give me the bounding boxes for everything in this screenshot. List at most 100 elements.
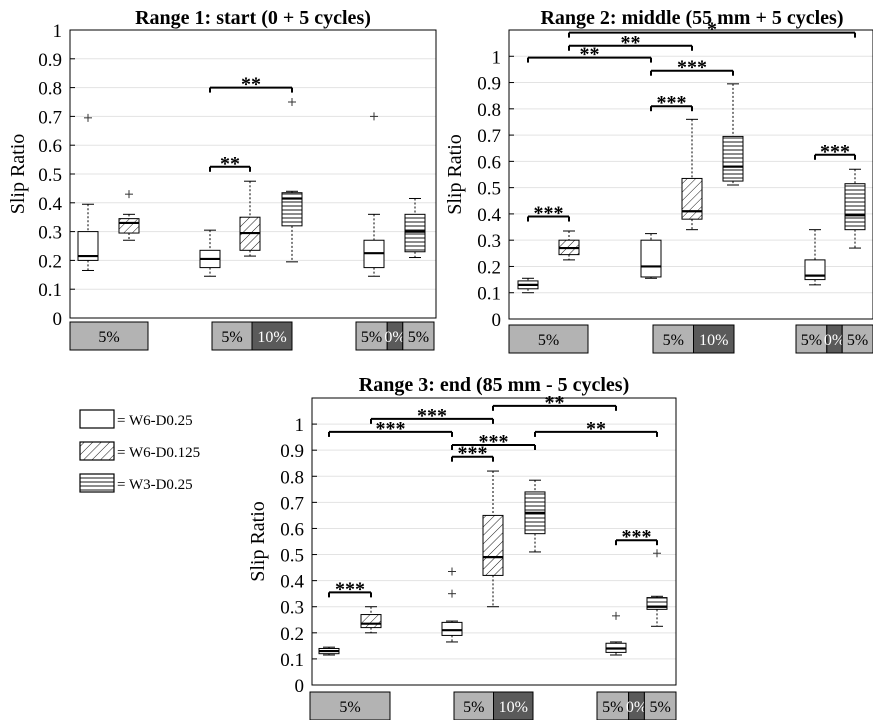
y-tick-label: 0.5: [38, 165, 62, 186]
legend-item: = W6-D0.25: [79, 409, 193, 429]
label-cell: [652, 324, 694, 354]
box-group: [605, 549, 668, 656]
legend-label: = W6-D0.125: [117, 445, 200, 461]
box-group: [804, 168, 866, 286]
box-body: [281, 192, 303, 227]
legend: = W6-D0.25 = W6-D0.125 = W3-D0.25: [79, 409, 200, 493]
box-body: [646, 597, 668, 610]
significance-label: ***: [622, 526, 652, 548]
box-body: [482, 514, 504, 576]
label-cell: [309, 691, 391, 721]
significance-label: ***: [479, 431, 509, 453]
significance-label: **: [580, 44, 600, 66]
y-axis-label: Slip Ratio: [247, 501, 269, 582]
significance-bracket: ***: [451, 431, 536, 453]
label-cell-text: 0%: [824, 332, 845, 349]
significance-bracket: **: [527, 44, 652, 66]
box-body: [722, 135, 744, 182]
significance-bracket: ***: [650, 92, 693, 114]
y-tick-label: 1: [295, 415, 305, 436]
label-cell: [211, 321, 253, 351]
label-cell-text: 5%: [538, 332, 559, 349]
outlier-marker: [653, 549, 661, 558]
significance-bracket: ***: [328, 578, 372, 600]
group-label: 5%: [508, 324, 589, 354]
box-w3-d025: [646, 549, 668, 627]
significance-label: ***: [417, 405, 447, 427]
box-w6-d025: [605, 611, 627, 656]
label-cell-text: 0%: [384, 329, 405, 346]
y-tick-label: 0.2: [38, 251, 62, 272]
group-label: 5% 0% 5%: [355, 321, 435, 351]
label-cell-text: 5%: [650, 699, 671, 716]
y-tick-label: 0.4: [477, 205, 501, 226]
label-cell-text: 5%: [408, 329, 429, 346]
y-tick-label: 0: [295, 676, 305, 697]
label-cell-text: 10%: [499, 699, 528, 716]
box-w6-d025: [517, 277, 539, 294]
significance-bracket: **: [209, 153, 251, 175]
y-tick-label: 0.3: [477, 231, 501, 252]
y-tick-label: 0.3: [280, 598, 304, 619]
label-cell: [643, 691, 677, 721]
y-tick-label: 0.7: [477, 126, 501, 147]
significance-label: **: [220, 153, 240, 175]
label-cell-text: 5%: [663, 332, 684, 349]
label-cell: [795, 324, 828, 354]
legend-item: = W6-D0.125: [79, 441, 200, 461]
y-tick-label: 0.6: [477, 152, 501, 173]
significance-bracket: **: [534, 418, 658, 440]
chart-panel-1: 0 0.1 0.2 0.3 0.4 0.5 0.6 0.7 0.8 0.9 1 Range 1: st…: [7, 7, 437, 351]
legend-item: = W3-D0.25: [79, 473, 193, 493]
box-w6-d0125: [558, 230, 580, 261]
y-tick-label: 0.5: [280, 546, 304, 567]
y-tick-label: 0.3: [38, 223, 62, 244]
label-cell-text: 5%: [361, 329, 382, 346]
y-tick-label: 0.1: [38, 280, 62, 301]
label-cell-text: 5%: [801, 332, 822, 349]
y-tick-label: 0.5: [477, 179, 501, 200]
legend-swatch: [79, 409, 115, 429]
outlier-marker: [84, 113, 92, 122]
y-tick-label: 0.6: [38, 136, 62, 157]
group-label: 5% 10%: [211, 321, 293, 351]
outlier-marker: [448, 589, 456, 598]
box-body: [118, 218, 140, 234]
box-group: [77, 113, 140, 271]
legend-label: = W6-D0.25: [117, 413, 193, 429]
y-tick-label: 0.8: [38, 79, 62, 100]
chart-title: Range 1: start (0 + 5 cycles): [135, 7, 371, 29]
y-tick-label: 0.2: [280, 624, 304, 645]
y-tick-label: 0.4: [280, 572, 304, 593]
box-w6-d025: [441, 567, 463, 643]
label-cell: [508, 324, 589, 354]
box-group: [318, 606, 382, 656]
significance-bracket: ***: [527, 203, 570, 225]
group-label: 5% 0% 5%: [596, 691, 677, 721]
label-cell: [69, 321, 149, 351]
outlier-marker: [448, 567, 456, 576]
significance-label: ***: [534, 203, 564, 225]
label-cell-text: 5%: [463, 699, 484, 716]
y-tick-label: 1: [53, 21, 63, 42]
legend-swatch: [79, 441, 115, 461]
significance-label: ***: [677, 57, 707, 79]
box-w6-d0125: [681, 118, 703, 231]
box-w6-d025: [804, 229, 826, 286]
box-w6-d025: [318, 646, 340, 656]
y-tick-label: 0.8: [280, 467, 304, 488]
group-label: 5%: [309, 691, 391, 721]
box-body: [441, 621, 463, 636]
y-tick-label: 0.9: [477, 74, 501, 95]
box-body: [681, 177, 703, 220]
label-cell: [402, 321, 435, 351]
label-cell-text: 0%: [626, 699, 647, 716]
box-group: [441, 470, 546, 643]
chart-title: Range 2: middle (55 mm + 5 cycles): [540, 7, 843, 29]
box-group: [517, 230, 580, 294]
significance-bracket: ***: [370, 405, 494, 427]
significance-label: ***: [657, 92, 687, 114]
group-label: 5%: [69, 321, 149, 351]
significance-bracket: ***: [328, 418, 453, 440]
